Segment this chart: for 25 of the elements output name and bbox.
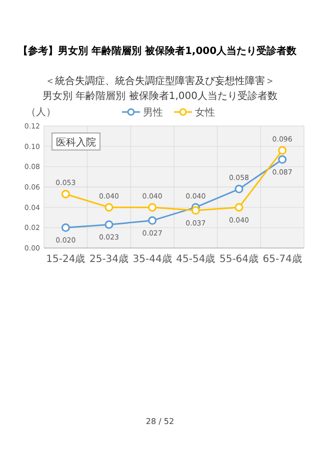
- x-tick-label: 35-44歳: [132, 253, 172, 265]
- x-tick-label: 25-34歳: [89, 253, 129, 265]
- x-tick-label: 65-74歳: [262, 253, 302, 265]
- point: [104, 203, 114, 212]
- point: [148, 203, 157, 212]
- point: [278, 146, 287, 155]
- chart-subtitle: ＜統合失調症、統合失調症型障害及び妄想性障害＞: [45, 75, 275, 87]
- point: [234, 203, 244, 212]
- legend-label: 男性: [143, 106, 163, 118]
- point: [278, 155, 287, 164]
- x-tick-label: 55-64歳: [219, 253, 259, 265]
- x-tick-label: 45-54歳: [176, 253, 216, 265]
- annotation: 医科入院: [56, 136, 96, 148]
- chart-title: 【参考】男女別 年齢階層別 被保険者1,000人当たり受診者数: [18, 45, 298, 57]
- point: [61, 223, 70, 232]
- y-axis-title: （人）: [26, 107, 56, 118]
- x-tick-label: 15-24歳: [46, 253, 86, 265]
- point: [61, 190, 70, 198]
- point: [148, 216, 157, 225]
- text: 28 / 52: [146, 417, 174, 426]
- point: [191, 206, 200, 215]
- point: [104, 220, 114, 229]
- text: 男女別 年齢階層別 被保険者1,000人当たり受診者数: [42, 90, 278, 102]
- legend-label: 女性: [195, 106, 215, 118]
- point: [234, 184, 244, 194]
